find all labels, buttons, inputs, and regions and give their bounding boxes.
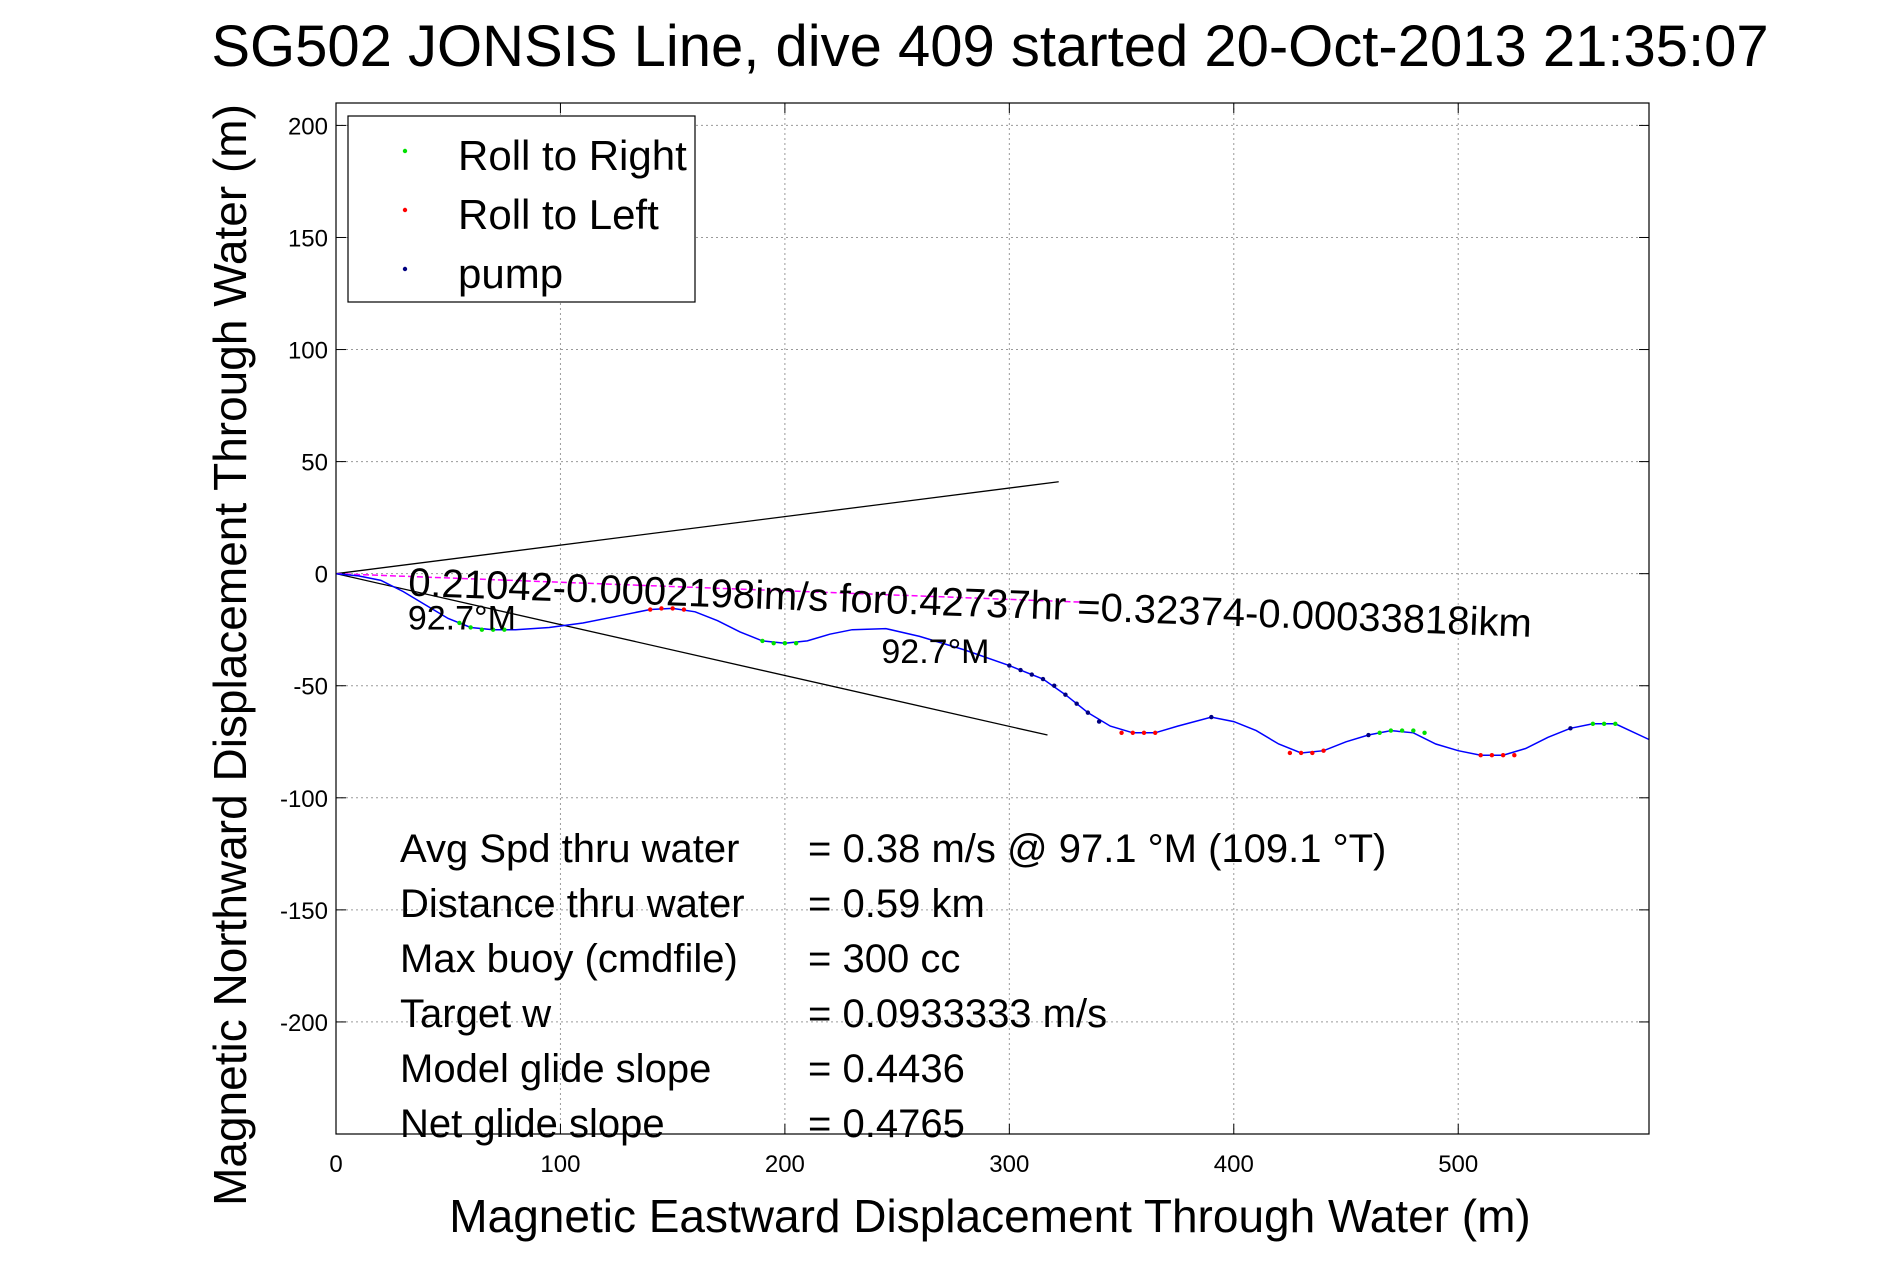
x-tick-label: 100 [540,1151,580,1178]
roll-to-left-point [1119,730,1124,736]
legend-marker-roll-left [402,207,408,213]
roll-to-left-point [670,606,675,611]
roll-to-right-point [490,627,496,632]
legend-label-roll-right: Roll to Right [458,132,687,179]
stat-label: Target w [400,992,551,1036]
stat-value: = 0.38 m/s @ 97.1 °M (109.1 °T) [808,827,1386,871]
y-tick-label: 0 [315,562,328,589]
pump-point [1366,732,1371,738]
roll-to-left-point [1512,753,1517,758]
y-tick-label: -200 [280,1010,328,1037]
roll-to-right-point [1411,728,1416,733]
roll-to-left-point [1130,730,1135,736]
stat-value: = 0.4765 [808,1102,965,1146]
y-tick-label: -50 [293,674,328,701]
x-tick-label: 200 [765,1151,805,1178]
roll-to-right-point [1590,721,1596,727]
current-vector-line [335,572,1100,604]
roll-to-left-point [1310,750,1315,756]
axes-box [335,102,1650,1135]
annotation-text: 92.7°M [408,599,516,637]
x-tick-label: 400 [1214,1151,1254,1178]
annotations: 0.21042-0.0002198im/s for0.42737hr =0.32… [407,561,1532,671]
roll-to-left-point [1321,748,1326,753]
grid [335,103,1649,1134]
roll-to-right-point [782,640,788,646]
legend-label-pump: pump [458,250,563,297]
pump-point [1209,714,1214,720]
roll-to-left-point [1298,750,1304,756]
pump-point [1018,667,1023,673]
chart-title: SG502 JONSIS Line, dive 409 started 20-O… [211,14,1768,79]
legend-marker-roll-right [402,148,408,154]
roll-to-left-point [1287,750,1293,756]
pump-point [1063,692,1068,697]
y-tick-label: 100 [288,338,328,365]
roll-to-left-point [648,607,653,612]
stat-label: Model glide slope [400,1047,711,1091]
roll-to-right-point [1399,728,1405,733]
pump-point [1040,676,1046,682]
pump-point [1085,710,1091,715]
stats-block: Avg Spd thru water = 0.38 m/s @ 97.1 °M … [400,827,1386,1146]
pump-point [1052,683,1057,688]
stat-value: = 300 cc [808,937,960,981]
stat-label: Net glide slope [400,1102,665,1146]
legend: Roll to Right Roll to Left pump [347,115,696,303]
roll-to-right-point [502,627,507,632]
lower-bound-line [335,573,1048,736]
stat-value: = 0.59 km [808,882,985,926]
pump-point [1096,719,1102,724]
pump-point [1007,663,1012,668]
roll-to-right-point [468,625,473,630]
pump-point [1568,726,1573,731]
x-tick-label: 0 [329,1151,342,1178]
x-axis-label: Magnetic Eastward Displacement Through W… [449,1190,1530,1242]
roll-to-right-point [479,627,485,632]
y-tick-label: -150 [280,898,328,925]
upper-bound-line [335,481,1059,575]
stat-value: = 0.0933333 m/s [808,992,1107,1036]
y-tick-label: -100 [280,786,328,813]
pump-point [1029,672,1034,677]
roll-to-left-point [681,607,687,612]
x-tick-label: 300 [989,1151,1029,1178]
roll-to-right-point [1422,730,1427,736]
roll-to-left-point [1153,730,1158,736]
roll-to-right-point [1388,728,1394,733]
y-tick-label: 200 [288,113,328,140]
tick-labels: 0 100 200 300 400 500200150100500-50-100-150-… [280,113,1478,1178]
roll-to-left-point [1500,753,1506,758]
roll-to-right-point [771,640,776,646]
stat-label: Max buoy (cmdfile) [400,937,738,981]
stat-label: Distance thru water [400,882,745,926]
stat-label: Avg Spd thru water [400,827,739,871]
pump-point [1074,701,1079,706]
legend-marker-pump [402,266,408,272]
legend-label-roll-left: Roll to Left [458,191,659,238]
roll-to-right-point [1601,721,1607,727]
roll-to-left-point [1489,753,1495,758]
roll-to-right-point [457,620,462,626]
roll-to-left-point [1141,730,1147,736]
roll-to-right-point [1377,730,1382,736]
roll-to-left-point [659,606,664,611]
plot-marks [335,481,1650,758]
annotation-text: 92.7°M [881,633,989,671]
roll-to-right-point [760,638,765,644]
stat-value: = 0.4436 [808,1047,965,1091]
roll-to-right-point [793,640,799,646]
x-tick-label: 500 [1438,1151,1478,1178]
y-tick-label: 150 [288,225,328,252]
roll-to-left-point [1478,753,1483,758]
y-tick-label: 50 [301,450,328,477]
roll-to-right-point [1613,721,1618,727]
y-axis-label: Magnetic Northward Displacement Through … [204,104,256,1206]
